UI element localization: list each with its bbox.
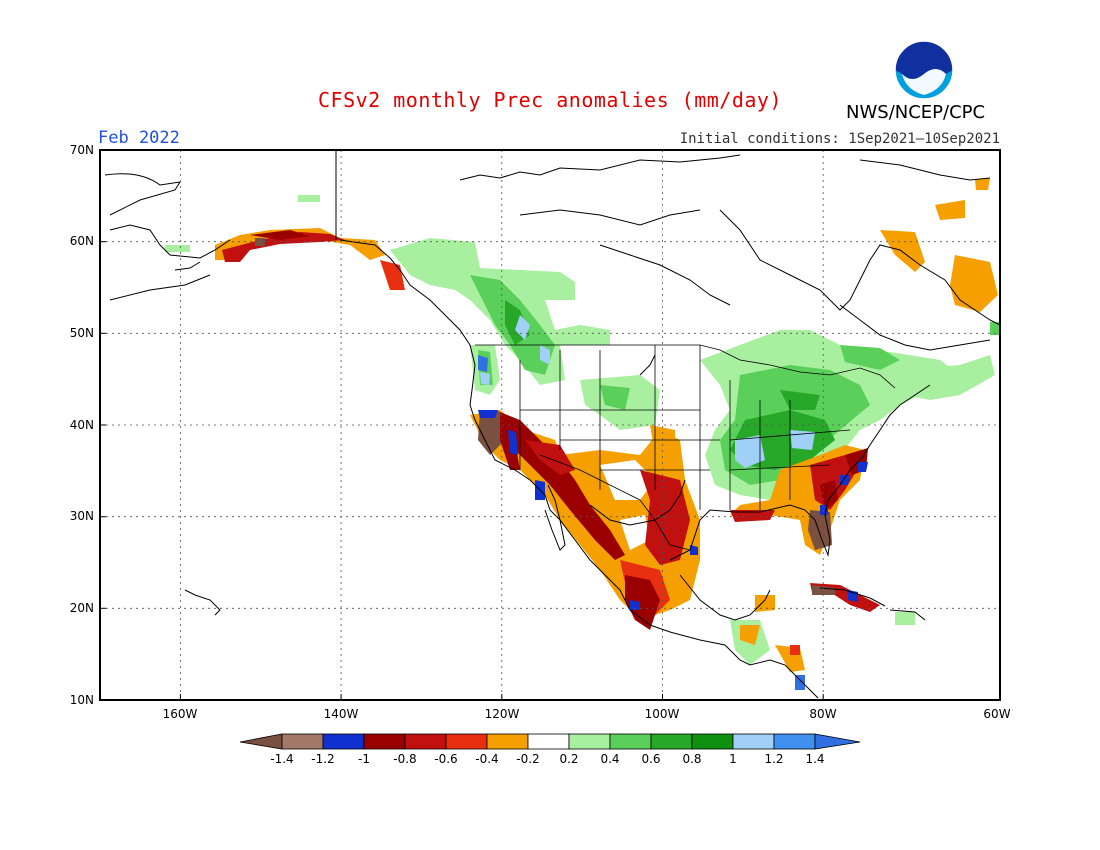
tick-marks — [100, 149, 1001, 701]
colorbar — [239, 733, 861, 750]
colorbar-label: -0.4 — [475, 752, 499, 766]
lon-label: 140W — [323, 707, 359, 721]
lat-label: 20N — [69, 601, 94, 615]
colorbar-cell — [650, 733, 693, 750]
colorbar-label: 0.8 — [682, 752, 702, 766]
lat-label: 40N — [69, 418, 94, 432]
lon-label: 160W — [162, 707, 198, 721]
colorbar-cell — [363, 733, 406, 750]
colorbar-label: 1.4 — [805, 752, 825, 766]
lat-label: 50N — [69, 326, 94, 340]
colorbar-high-arrow — [814, 733, 861, 750]
colorbar-cell — [486, 733, 529, 750]
lat-label: 30N — [69, 509, 94, 523]
colorbar-cell — [609, 733, 652, 750]
colorbar-label: 1.2 — [764, 752, 784, 766]
colorbar-cell — [445, 733, 488, 750]
political-borders — [475, 344, 896, 551]
colorbar-label: -0.6 — [434, 752, 458, 766]
lon-label: 120W — [484, 707, 520, 721]
map-title: CFSv2 monthly Prec anomalies (mm/day) — [317, 88, 783, 112]
initial-conditions: Initial conditions: 1Sep2021–10Sep2021 — [679, 131, 1000, 147]
lat-label: 10N — [69, 693, 94, 707]
colorbar-low-arrow — [239, 733, 283, 750]
lat-label: 60N — [69, 234, 94, 248]
colorbar-cell — [404, 733, 447, 750]
agency-label: NWS/NCEP/CPC — [846, 102, 986, 123]
colorbar-label: 0.4 — [600, 752, 620, 766]
colorbar-cell — [527, 733, 570, 750]
colorbar-cell — [568, 733, 611, 750]
forecast-month: Feb 2022 — [98, 128, 180, 148]
lon-label: 100W — [644, 707, 680, 721]
colorbar-label: 0.6 — [641, 752, 661, 766]
colorbar-label: -1 — [358, 752, 370, 766]
noaa-logo-icon — [894, 40, 954, 100]
coastlines — [104, 150, 1001, 699]
colorbar-label: -0.8 — [393, 752, 417, 766]
grid-lines — [100, 150, 1000, 700]
colorbar-cell — [773, 733, 816, 750]
colorbar-cell — [691, 733, 734, 750]
colorbar-cell — [322, 733, 365, 750]
colorbar-label: -0.2 — [516, 752, 540, 766]
lat-label: 70N — [69, 143, 94, 157]
anomaly-fields — [165, 178, 1000, 690]
colorbar-label: 0.2 — [559, 752, 579, 766]
colorbar-label: 1 — [729, 752, 737, 766]
colorbar-label: -1.2 — [311, 752, 335, 766]
lon-label: 60W — [983, 707, 1011, 721]
lon-label: 80W — [809, 707, 837, 721]
colorbar-cell — [281, 733, 324, 750]
colorbar-label: -1.4 — [270, 752, 294, 766]
colorbar-cell — [732, 733, 775, 750]
